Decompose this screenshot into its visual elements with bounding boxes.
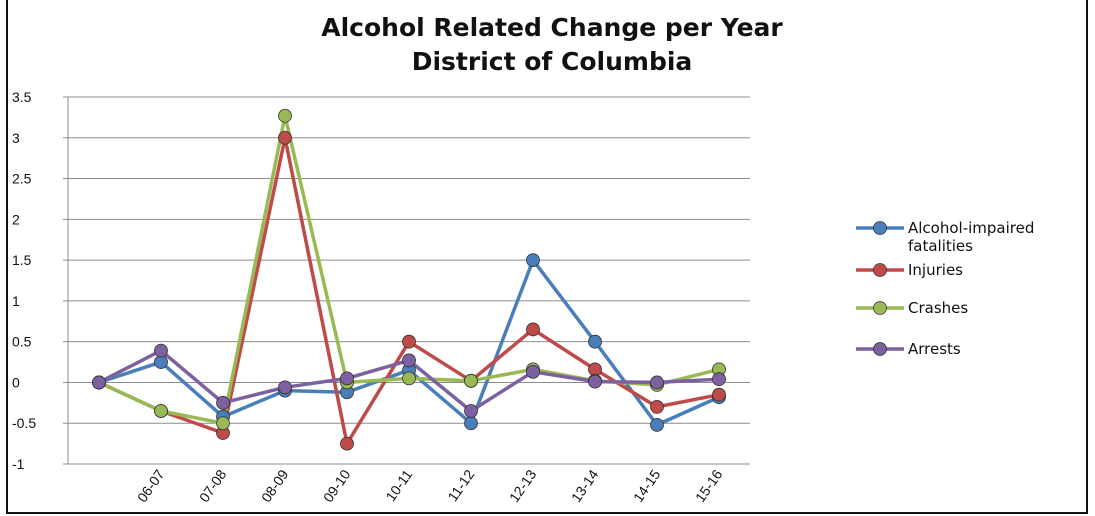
data-point: [402, 334, 416, 349]
y-tick-label: -1: [12, 456, 25, 472]
data-point: [526, 253, 540, 268]
data-point: [154, 404, 168, 418]
data-point: [588, 374, 602, 389]
chart-frame: [6, 0, 1088, 514]
y-tick-label: 2: [12, 211, 20, 227]
data-point: [464, 416, 478, 431]
legend-swatch-marker: [873, 263, 887, 277]
data-point: [650, 400, 664, 414]
y-tick-label: 1.5: [12, 252, 32, 268]
x-tick-label: 10-11: [382, 466, 415, 504]
data-point: [650, 417, 664, 432]
data-point: [278, 130, 292, 145]
data-point: [526, 322, 540, 337]
data-point: [340, 371, 354, 386]
data-point: [526, 364, 540, 379]
x-axis: 06-07 07-08 08-09 09-10 10-11 11-12 12-13 13-14…: [134, 466, 726, 505]
data-point: [278, 380, 292, 395]
data-point: [216, 395, 230, 410]
y-tick-label: 3.5: [12, 89, 32, 105]
data-point: [278, 108, 292, 123]
legend-label: Alcohol-impaired: [908, 219, 1034, 237]
data-point: [464, 373, 478, 388]
legend-label: fatalities: [908, 237, 973, 255]
y-tick-label: 1: [12, 293, 20, 309]
data-point: [154, 343, 168, 358]
legend-label: Crashes: [908, 299, 968, 317]
x-tick-label: 07-08: [196, 466, 230, 505]
chart-title-line2: District of Columbia: [412, 47, 693, 76]
data-point: [402, 353, 416, 368]
chart-title-line1: Alcohol Related Change per Year: [321, 13, 783, 42]
series-line: [98, 136, 720, 446]
data-point: [92, 375, 106, 390]
y-tick-label: 0.5: [12, 334, 32, 350]
legend-label: Arrests: [908, 340, 961, 358]
legend-swatch-marker: [873, 342, 887, 356]
data-point: [650, 375, 664, 390]
y-tick-label: 0: [12, 374, 20, 390]
x-tick-label: 08-09: [258, 466, 292, 505]
x-tick-label: 14-15: [630, 466, 664, 505]
data-point: [712, 387, 726, 402]
series-lines: [92, 108, 726, 451]
y-tick-label: 2.5: [12, 171, 32, 187]
x-tick-label: 06-07: [134, 466, 168, 505]
data-point: [216, 416, 230, 431]
x-tick-label: 09-10: [320, 466, 354, 505]
data-point: [340, 436, 354, 451]
legend-swatch-marker: [873, 301, 887, 315]
legend-swatch-marker: [873, 221, 887, 235]
data-point: [464, 404, 478, 418]
x-tick-label: 11-12: [444, 466, 477, 504]
x-tick-label: 12-13: [506, 466, 540, 505]
grid-lines: [68, 96, 750, 465]
data-point: [588, 334, 602, 349]
y-tick-label: -0.5: [12, 415, 36, 431]
data-point: [402, 371, 416, 386]
x-tick-label: 15-16: [692, 466, 726, 505]
legend-label: Injuries: [908, 261, 963, 279]
x-tick-label: 13-14: [568, 466, 602, 505]
y-axis: 3.5 3 2.5 2 1.5 1 0.5 0 -0.5 -1: [12, 89, 69, 472]
data-point: [712, 372, 726, 387]
y-tick-label: 3: [12, 130, 20, 146]
